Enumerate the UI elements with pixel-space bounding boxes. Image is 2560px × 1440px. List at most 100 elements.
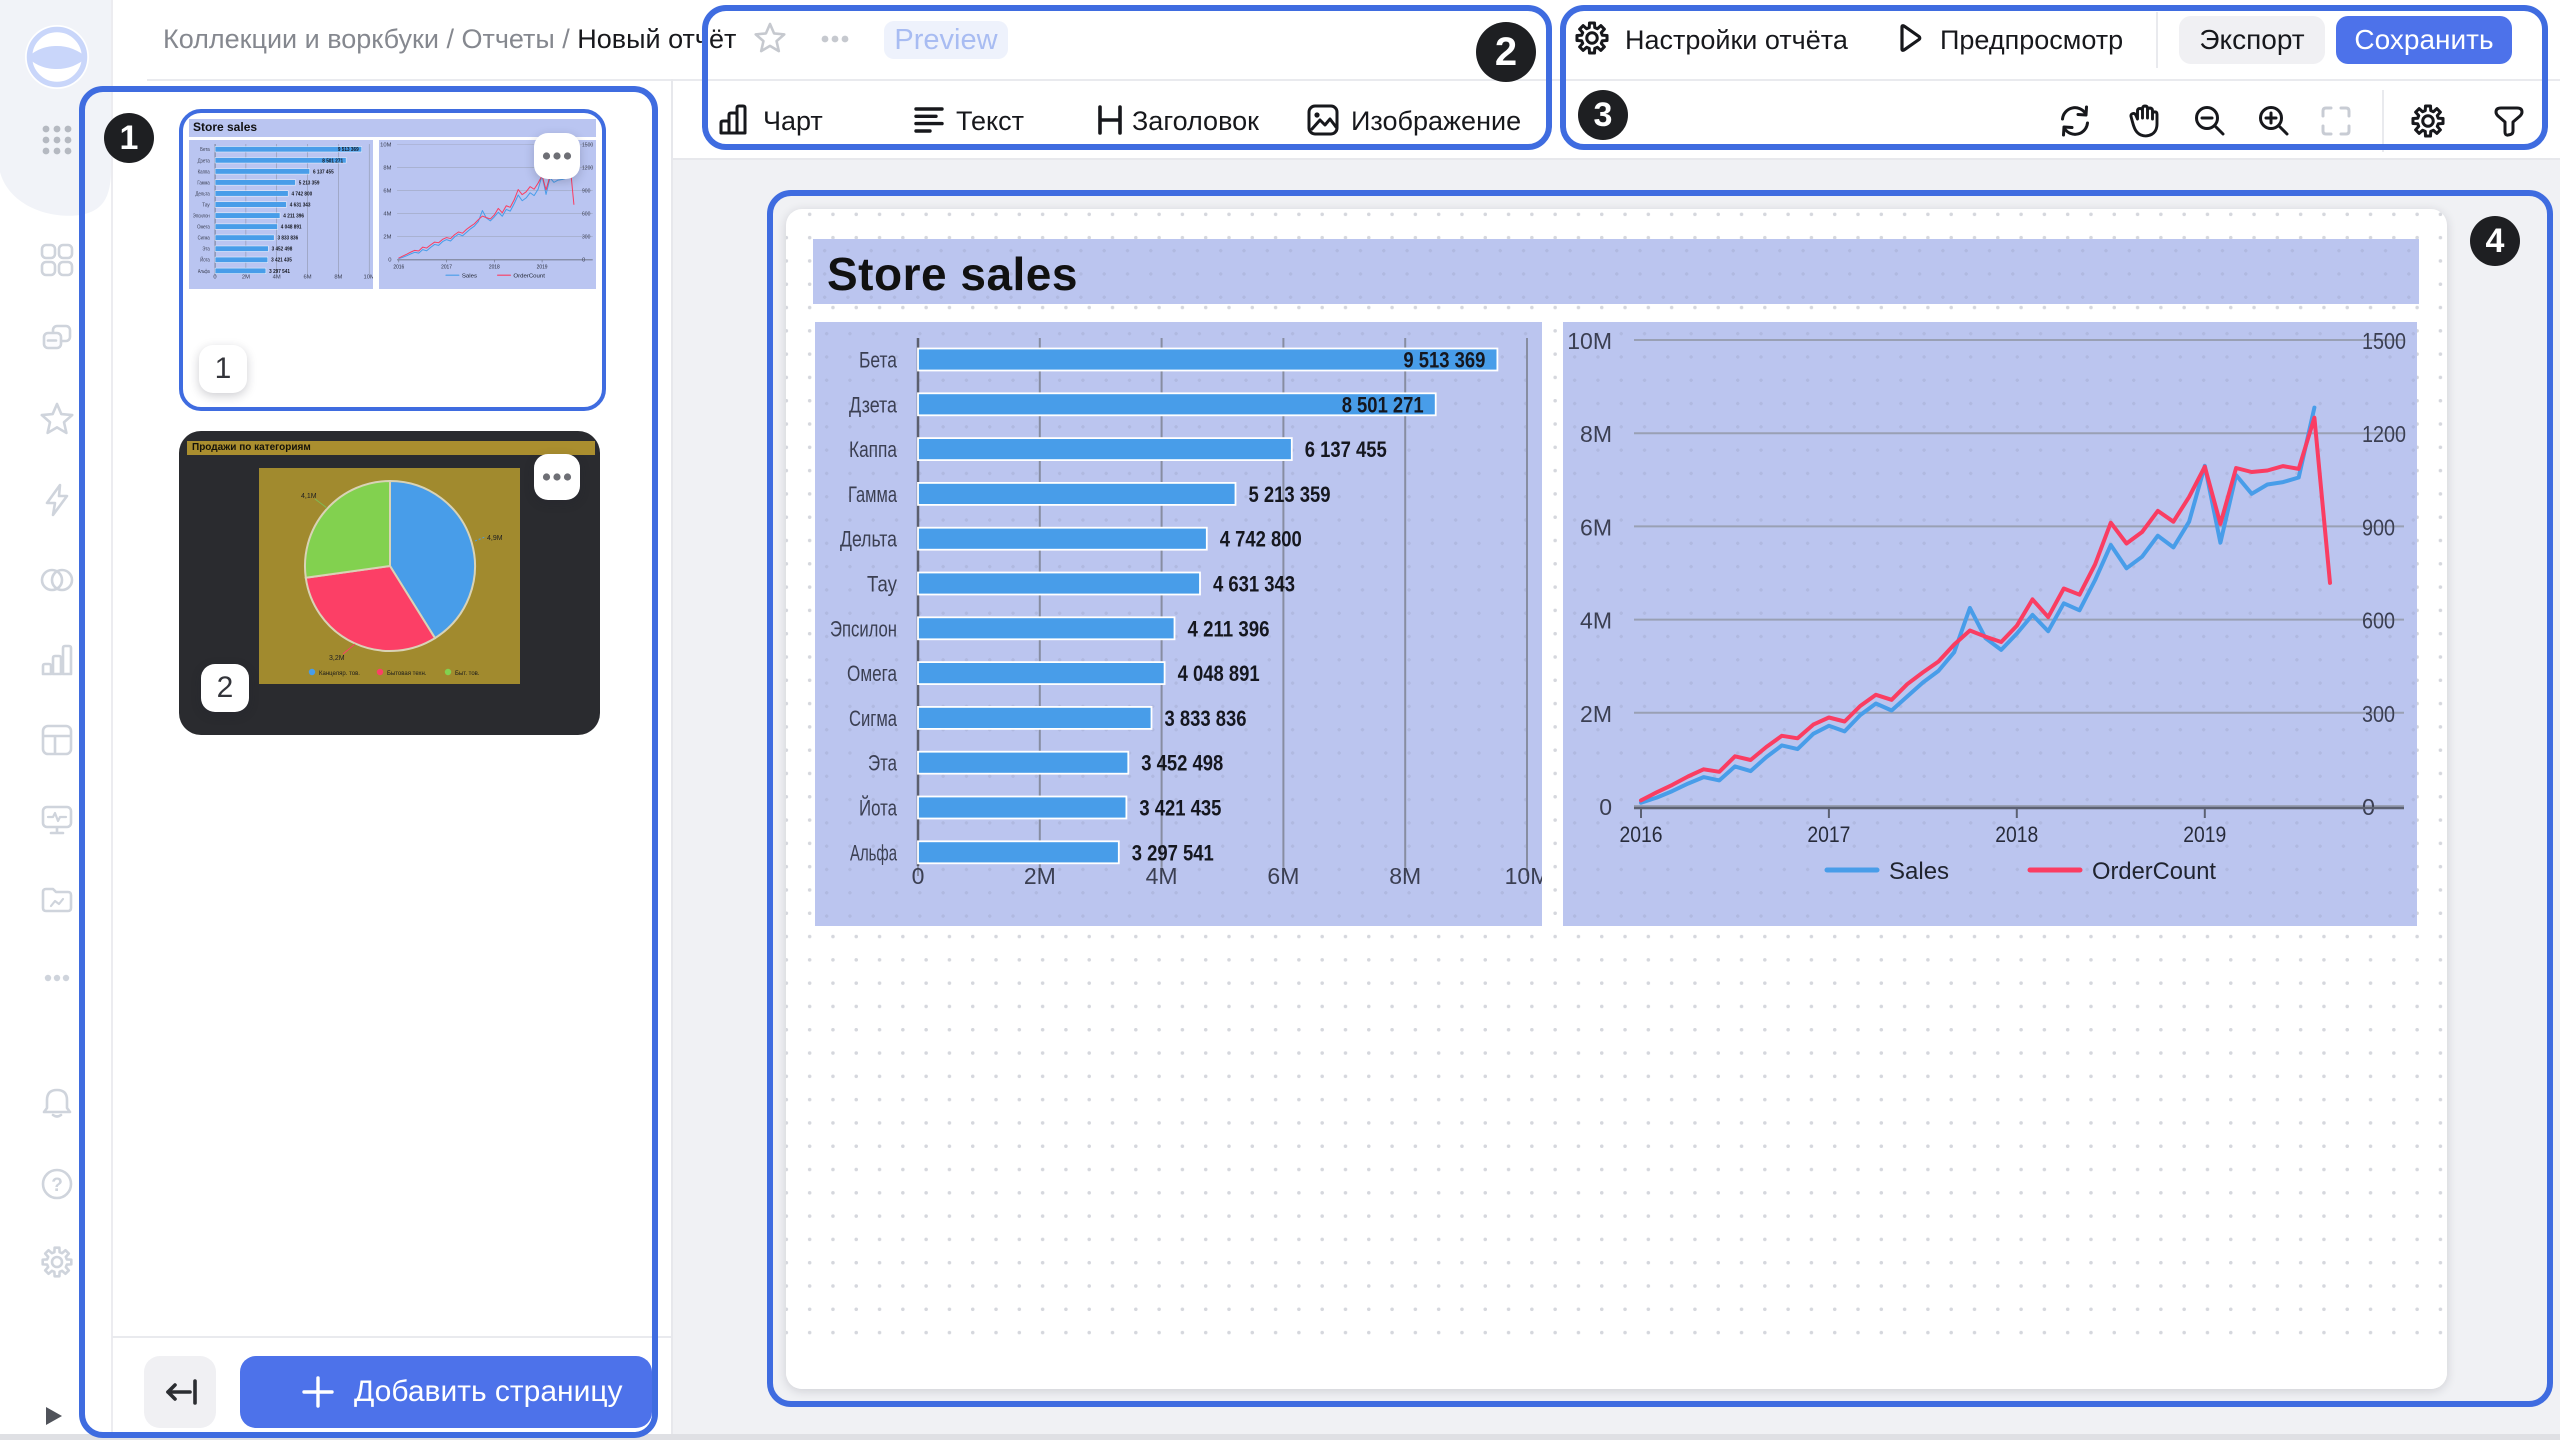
svg-text:600: 600 xyxy=(2362,608,2395,634)
svg-text:Йота: Йота xyxy=(859,796,898,821)
svg-text:4M: 4M xyxy=(1580,608,1612,634)
svg-text:Альфа: Альфа xyxy=(198,269,211,275)
svg-text:Эпсилон: Эпсилон xyxy=(193,214,210,220)
svg-text:4 048 891: 4 048 891 xyxy=(281,225,302,231)
svg-text:0: 0 xyxy=(912,863,925,889)
svg-text:Каппа: Каппа xyxy=(198,169,211,175)
svg-text:3 297 541: 3 297 541 xyxy=(1132,840,1214,865)
svg-text:8M: 8M xyxy=(1580,421,1612,447)
svg-text:6M: 6M xyxy=(1267,863,1299,889)
svg-text:Бета: Бета xyxy=(859,348,898,373)
svg-text:0: 0 xyxy=(1599,794,1612,820)
svg-text:0: 0 xyxy=(582,258,585,264)
svg-text:10M: 10M xyxy=(1567,328,1612,354)
svg-text:1500: 1500 xyxy=(582,143,593,149)
svg-text:Эпсилон: Эпсилон xyxy=(830,616,897,641)
svg-text:2017: 2017 xyxy=(1807,822,1850,847)
svg-text:0: 0 xyxy=(388,258,391,264)
svg-text:2018: 2018 xyxy=(489,264,500,270)
svg-text:?: ? xyxy=(51,1175,63,1196)
svg-text:900: 900 xyxy=(582,189,590,195)
svg-text:Дзета: Дзета xyxy=(849,392,898,417)
svg-text:4 742 800: 4 742 800 xyxy=(291,191,312,197)
svg-text:300: 300 xyxy=(2362,701,2395,727)
svg-text:4 211 396: 4 211 396 xyxy=(1188,616,1270,641)
svg-text:2019: 2019 xyxy=(2183,822,2226,847)
svg-text:Омега: Омега xyxy=(197,225,210,231)
svg-text:2017: 2017 xyxy=(441,264,452,270)
svg-text:Быт. тов.: Быт. тов. xyxy=(455,671,480,677)
svg-text:2018: 2018 xyxy=(1995,822,2038,847)
svg-text:3 421 435: 3 421 435 xyxy=(271,258,292,264)
svg-text:2016: 2016 xyxy=(1620,822,1663,847)
svg-text:6M: 6M xyxy=(304,275,312,281)
svg-text:Йота: Йота xyxy=(200,256,210,264)
svg-text:10M: 10M xyxy=(380,143,392,149)
svg-text:0: 0 xyxy=(213,275,216,281)
svg-text:Гамма: Гамма xyxy=(848,482,898,507)
svg-text:2M: 2M xyxy=(1024,863,1056,889)
svg-text:Тау: Тау xyxy=(867,572,897,597)
svg-text:Омега: Омега xyxy=(847,661,898,686)
svg-text:2M: 2M xyxy=(383,235,391,241)
svg-text:6M: 6M xyxy=(1580,514,1612,540)
svg-text:Бытовая техн.: Бытовая техн. xyxy=(387,671,427,677)
svg-text:Дзета: Дзета xyxy=(198,158,211,164)
svg-text:Сигма: Сигма xyxy=(849,706,898,731)
svg-text:Каппа: Каппа xyxy=(849,437,898,462)
svg-text:Гамма: Гамма xyxy=(197,180,210,186)
svg-text:900: 900 xyxy=(2362,514,2395,540)
svg-text:Эта: Эта xyxy=(868,751,898,776)
svg-text:8M: 8M xyxy=(1389,863,1421,889)
svg-text:1200: 1200 xyxy=(2362,421,2406,447)
svg-text:Бета: Бета xyxy=(200,147,210,153)
svg-text:9 513 369: 9 513 369 xyxy=(338,147,359,153)
svg-text:3,2M: 3,2M xyxy=(329,655,345,662)
svg-text:5 213 359: 5 213 359 xyxy=(1249,482,1331,507)
svg-text:8 501 271: 8 501 271 xyxy=(1342,392,1424,417)
svg-text:4M: 4M xyxy=(383,212,391,218)
svg-text:4,1M: 4,1M xyxy=(301,493,317,500)
svg-text:8M: 8M xyxy=(334,275,342,281)
svg-text:4,9M: 4,9M xyxy=(487,535,503,542)
svg-text:3 833 836: 3 833 836 xyxy=(1165,706,1247,731)
svg-text:Sales: Sales xyxy=(1889,858,1949,885)
svg-text:4M: 4M xyxy=(273,275,281,281)
svg-text:2019: 2019 xyxy=(537,264,548,270)
svg-text:Sales: Sales xyxy=(462,273,477,279)
svg-text:10M: 10M xyxy=(1505,863,1542,889)
svg-text:Сигма: Сигма xyxy=(198,236,211,242)
svg-text:4 631 343: 4 631 343 xyxy=(1213,572,1295,597)
svg-text:4 742 800: 4 742 800 xyxy=(1220,527,1302,552)
svg-text:600: 600 xyxy=(582,212,590,218)
svg-text:Тау: Тау xyxy=(202,203,210,209)
svg-text:6 137 455: 6 137 455 xyxy=(313,169,334,175)
svg-text:4M: 4M xyxy=(1146,863,1178,889)
svg-text:4 631 343: 4 631 343 xyxy=(290,203,311,209)
svg-text:3 421 435: 3 421 435 xyxy=(1139,796,1221,821)
svg-text:2M: 2M xyxy=(242,275,250,281)
svg-text:OrderCount: OrderCount xyxy=(513,273,545,279)
svg-text:1200: 1200 xyxy=(582,166,593,172)
svg-text:3 297 541: 3 297 541 xyxy=(269,269,290,275)
svg-text:4 211 396: 4 211 396 xyxy=(283,214,304,220)
svg-text:Канцеляр. тов.: Канцеляр. тов. xyxy=(319,671,360,677)
svg-text:300: 300 xyxy=(582,235,590,241)
svg-text:3 452 498: 3 452 498 xyxy=(1141,751,1223,776)
svg-text:2016: 2016 xyxy=(393,264,404,270)
svg-text:8M: 8M xyxy=(383,166,391,172)
svg-text:5 213 359: 5 213 359 xyxy=(299,180,320,186)
svg-text:Дельта: Дельта xyxy=(840,527,898,552)
svg-text:OrderCount: OrderCount xyxy=(2092,858,2216,885)
svg-text:6M: 6M xyxy=(383,189,391,195)
svg-text:Дельта: Дельта xyxy=(195,191,210,197)
svg-text:Альфа: Альфа xyxy=(850,840,898,865)
svg-text:1500: 1500 xyxy=(2362,328,2406,354)
svg-text:10M: 10M xyxy=(364,275,373,281)
svg-text:4 048 891: 4 048 891 xyxy=(1178,661,1260,686)
svg-text:2M: 2M xyxy=(1580,701,1612,727)
svg-text:Эта: Эта xyxy=(202,247,210,253)
svg-text:3 833 836: 3 833 836 xyxy=(277,236,298,242)
svg-text:6 137 455: 6 137 455 xyxy=(1305,437,1387,462)
svg-text:8 501 271: 8 501 271 xyxy=(322,158,343,164)
